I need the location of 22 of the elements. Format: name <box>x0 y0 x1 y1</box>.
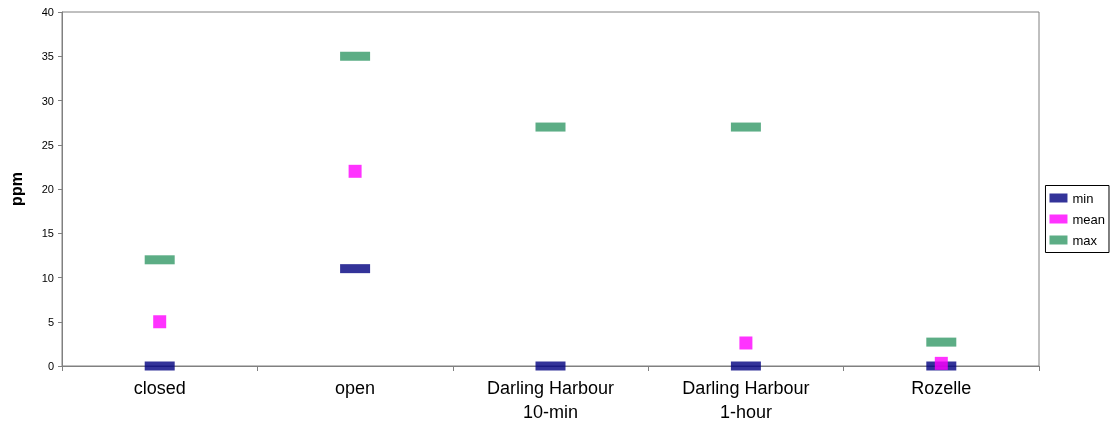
y-tick-label: 35 <box>41 50 54 63</box>
point <box>934 356 948 370</box>
legend-label: max <box>1072 232 1098 248</box>
y-tick-label: 25 <box>41 138 54 151</box>
legend-label: mean <box>1072 211 1106 227</box>
y-tick-label: 40 <box>41 6 54 18</box>
y-tick-label: 0 <box>47 360 54 372</box>
legend-label: min <box>1072 190 1094 206</box>
point <box>348 164 362 178</box>
point <box>153 315 167 329</box>
y-tick-label: 5 <box>47 315 54 328</box>
x-tick-label: Darling Harbour 1-hour <box>682 378 810 422</box>
point <box>739 336 753 350</box>
x-tick-label: Darling Harbour 10-min <box>486 378 615 422</box>
x-tick-label: closed <box>133 378 186 398</box>
x-tick-label: Rozelle <box>911 378 972 398</box>
y-tick-label: 30 <box>41 94 54 107</box>
y-tick-label: 15 <box>41 227 54 240</box>
y-axis-title: ppm <box>7 172 25 206</box>
y-tick-label: 20 <box>41 183 54 195</box>
x-tick-label: open <box>335 378 376 398</box>
y-tick-label: 10 <box>41 271 54 284</box>
